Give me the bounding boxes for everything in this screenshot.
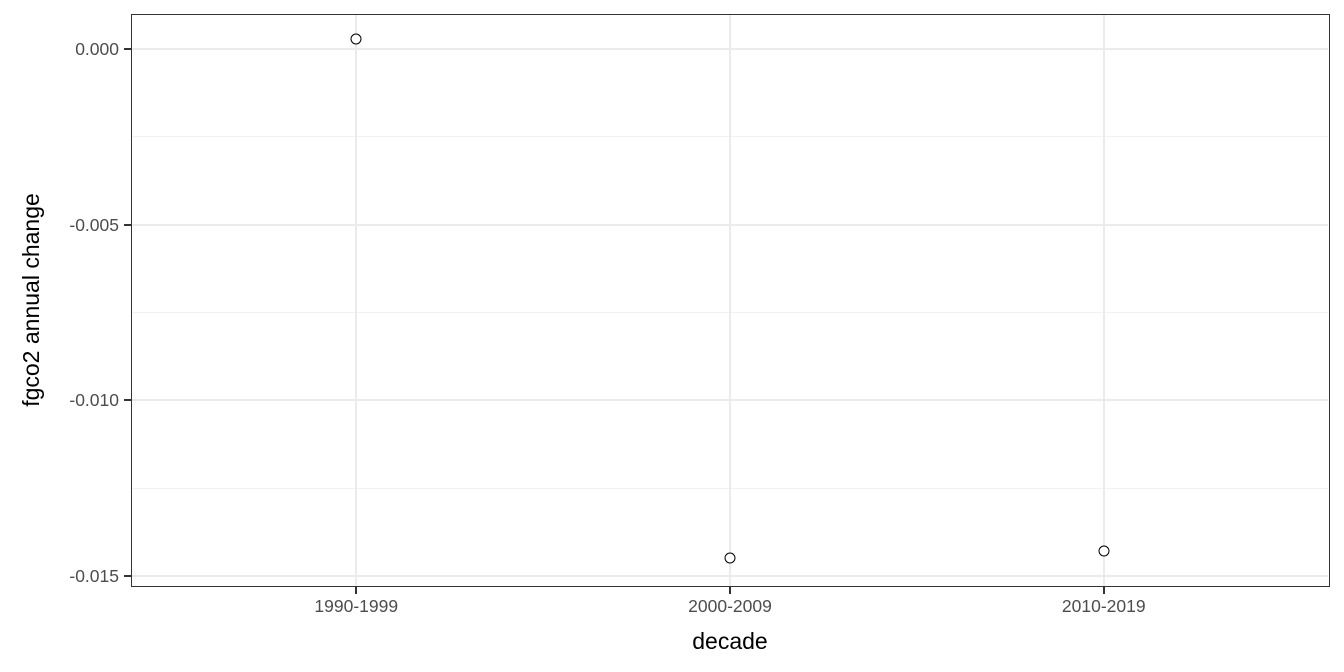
- y-axis-tick-mark: [124, 223, 132, 226]
- gridline-major-horizontal: [132, 48, 1328, 51]
- x-axis-tick-label: 2000-2009: [688, 595, 772, 616]
- x-axis-tick-label: 2010-2019: [1061, 595, 1146, 616]
- gridline-major-vertical: [355, 15, 358, 586]
- y-axis-tick-mark: [124, 48, 132, 51]
- panel-background: [132, 15, 1328, 586]
- data-point: [724, 552, 736, 564]
- x-axis-tick-mark: [1102, 587, 1105, 594]
- y-axis-title: fgco2 annual change: [18, 193, 44, 408]
- gridline-minor-horizontal: [132, 312, 1328, 314]
- gridline-minor-horizontal: [132, 487, 1328, 489]
- y-axis-tick-mark: [124, 399, 132, 402]
- gridline-major-horizontal: [132, 223, 1328, 226]
- x-axis-title: decade: [692, 628, 768, 654]
- x-axis-tick-label: 1990-1999: [314, 595, 399, 616]
- panel-border: [130, 13, 1330, 587]
- gridline-major-horizontal: [132, 399, 1328, 402]
- y-axis-tick-label: 0.000: [75, 39, 119, 60]
- y-axis-tick-mark: [124, 575, 132, 577]
- gridline-major-vertical: [1102, 15, 1105, 586]
- gridline-major-vertical: [729, 15, 731, 586]
- x-axis-tick-mark: [355, 587, 358, 594]
- y-axis-tick-label: -0.015: [69, 566, 119, 586]
- gridline-major-horizontal: [132, 575, 1328, 577]
- gridline-minor-horizontal: [132, 136, 1328, 138]
- data-point: [1098, 545, 1110, 557]
- x-axis-tick-mark: [729, 587, 731, 594]
- data-point: [350, 33, 362, 45]
